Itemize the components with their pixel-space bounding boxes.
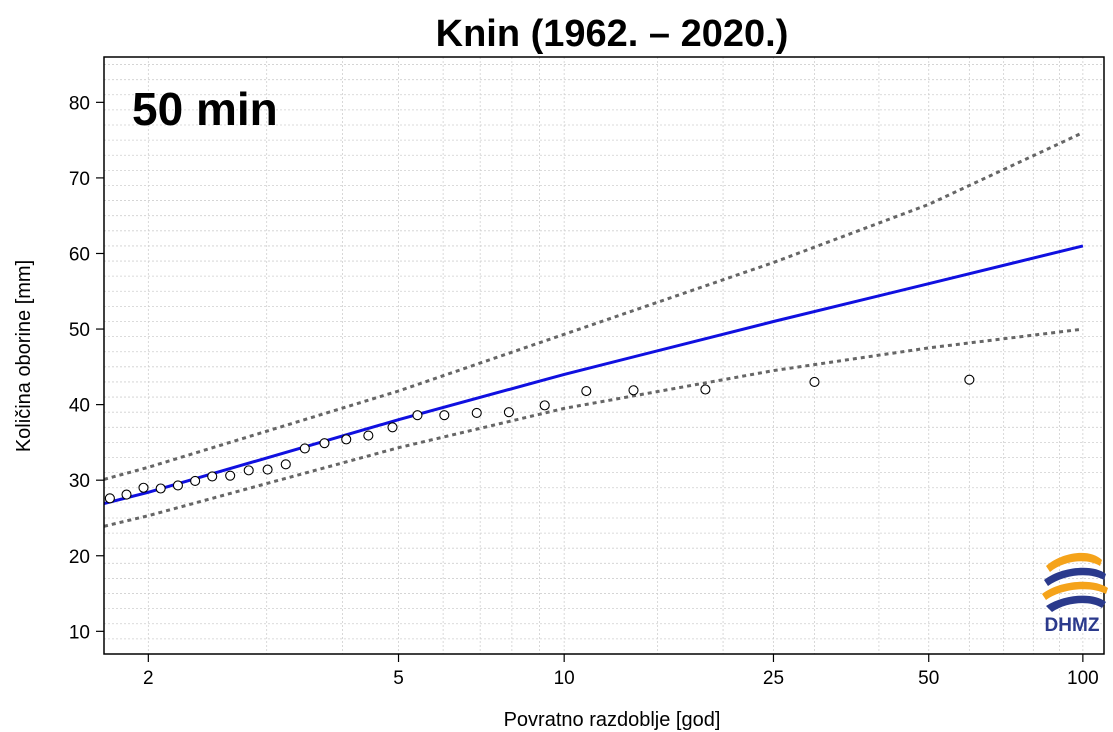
observation-point <box>155 483 166 494</box>
confidence-line-upper <box>103 131 1084 481</box>
observation-points <box>104 374 975 504</box>
x-tick-label: 50 <box>918 668 939 689</box>
chart-title: Knin (1962. – 2020.) <box>436 13 789 55</box>
observation-point <box>190 475 201 486</box>
y-tick-label: 50 <box>69 320 90 341</box>
x-tick-label: 25 <box>763 668 784 689</box>
observation-point <box>319 438 330 449</box>
dhmz-logo: DHMZ <box>1042 552 1108 636</box>
observation-point <box>280 459 291 470</box>
observation-point <box>341 434 352 445</box>
observation-point <box>539 400 550 411</box>
y-tick-label: 60 <box>69 244 90 265</box>
observation-point <box>964 374 975 385</box>
y-tick-label: 30 <box>69 471 90 492</box>
x-axis-title: Povratno razdoblje [god] <box>504 709 721 731</box>
dhmz-logo-text: DHMZ <box>1045 615 1100 636</box>
observation-point <box>225 470 236 481</box>
duration-label: 50 min <box>132 83 278 135</box>
observation-point <box>243 465 254 476</box>
observation-point <box>363 430 374 441</box>
x-tick-label: 100 <box>1067 668 1099 689</box>
observation-point <box>471 407 482 418</box>
y-tick-label: 40 <box>69 396 90 417</box>
x-tick-label: 10 <box>554 668 575 689</box>
observation-point <box>121 489 132 500</box>
y-tick-label: 80 <box>69 93 90 114</box>
y-tick-label: 10 <box>69 622 90 643</box>
x-tick-label: 2 <box>143 668 154 689</box>
observation-point <box>138 482 149 493</box>
observation-point <box>809 376 820 387</box>
y-axis: 10 20 30 40 50 60 70 80 <box>69 93 104 643</box>
fit-line-group <box>103 244 1084 506</box>
x-tick-label: 5 <box>393 668 404 689</box>
observation-point <box>262 464 273 475</box>
observation-point <box>387 422 398 433</box>
observation-point <box>172 480 183 491</box>
observation-point <box>412 410 423 421</box>
dhmz-logo-mark <box>1042 552 1108 612</box>
confidence-bands <box>103 131 1084 528</box>
x-axis: 2 5 10 25 50 100 <box>143 654 1099 689</box>
observation-point <box>207 471 218 482</box>
plot-frame <box>103 56 1105 655</box>
observation-point <box>628 385 639 396</box>
observation-point <box>439 410 450 421</box>
confidence-line-lower <box>103 327 1084 528</box>
y-axis-title: Količina oborine [mm] <box>13 260 35 452</box>
observation-point <box>700 384 711 395</box>
fit-line <box>103 244 1084 506</box>
grid <box>104 57 1104 655</box>
y-tick-label: 20 <box>69 547 90 568</box>
observation-point <box>581 385 592 397</box>
observation-point <box>104 493 115 504</box>
observation-point <box>299 443 310 454</box>
observation-point <box>503 407 514 418</box>
y-tick-label: 70 <box>69 169 90 190</box>
